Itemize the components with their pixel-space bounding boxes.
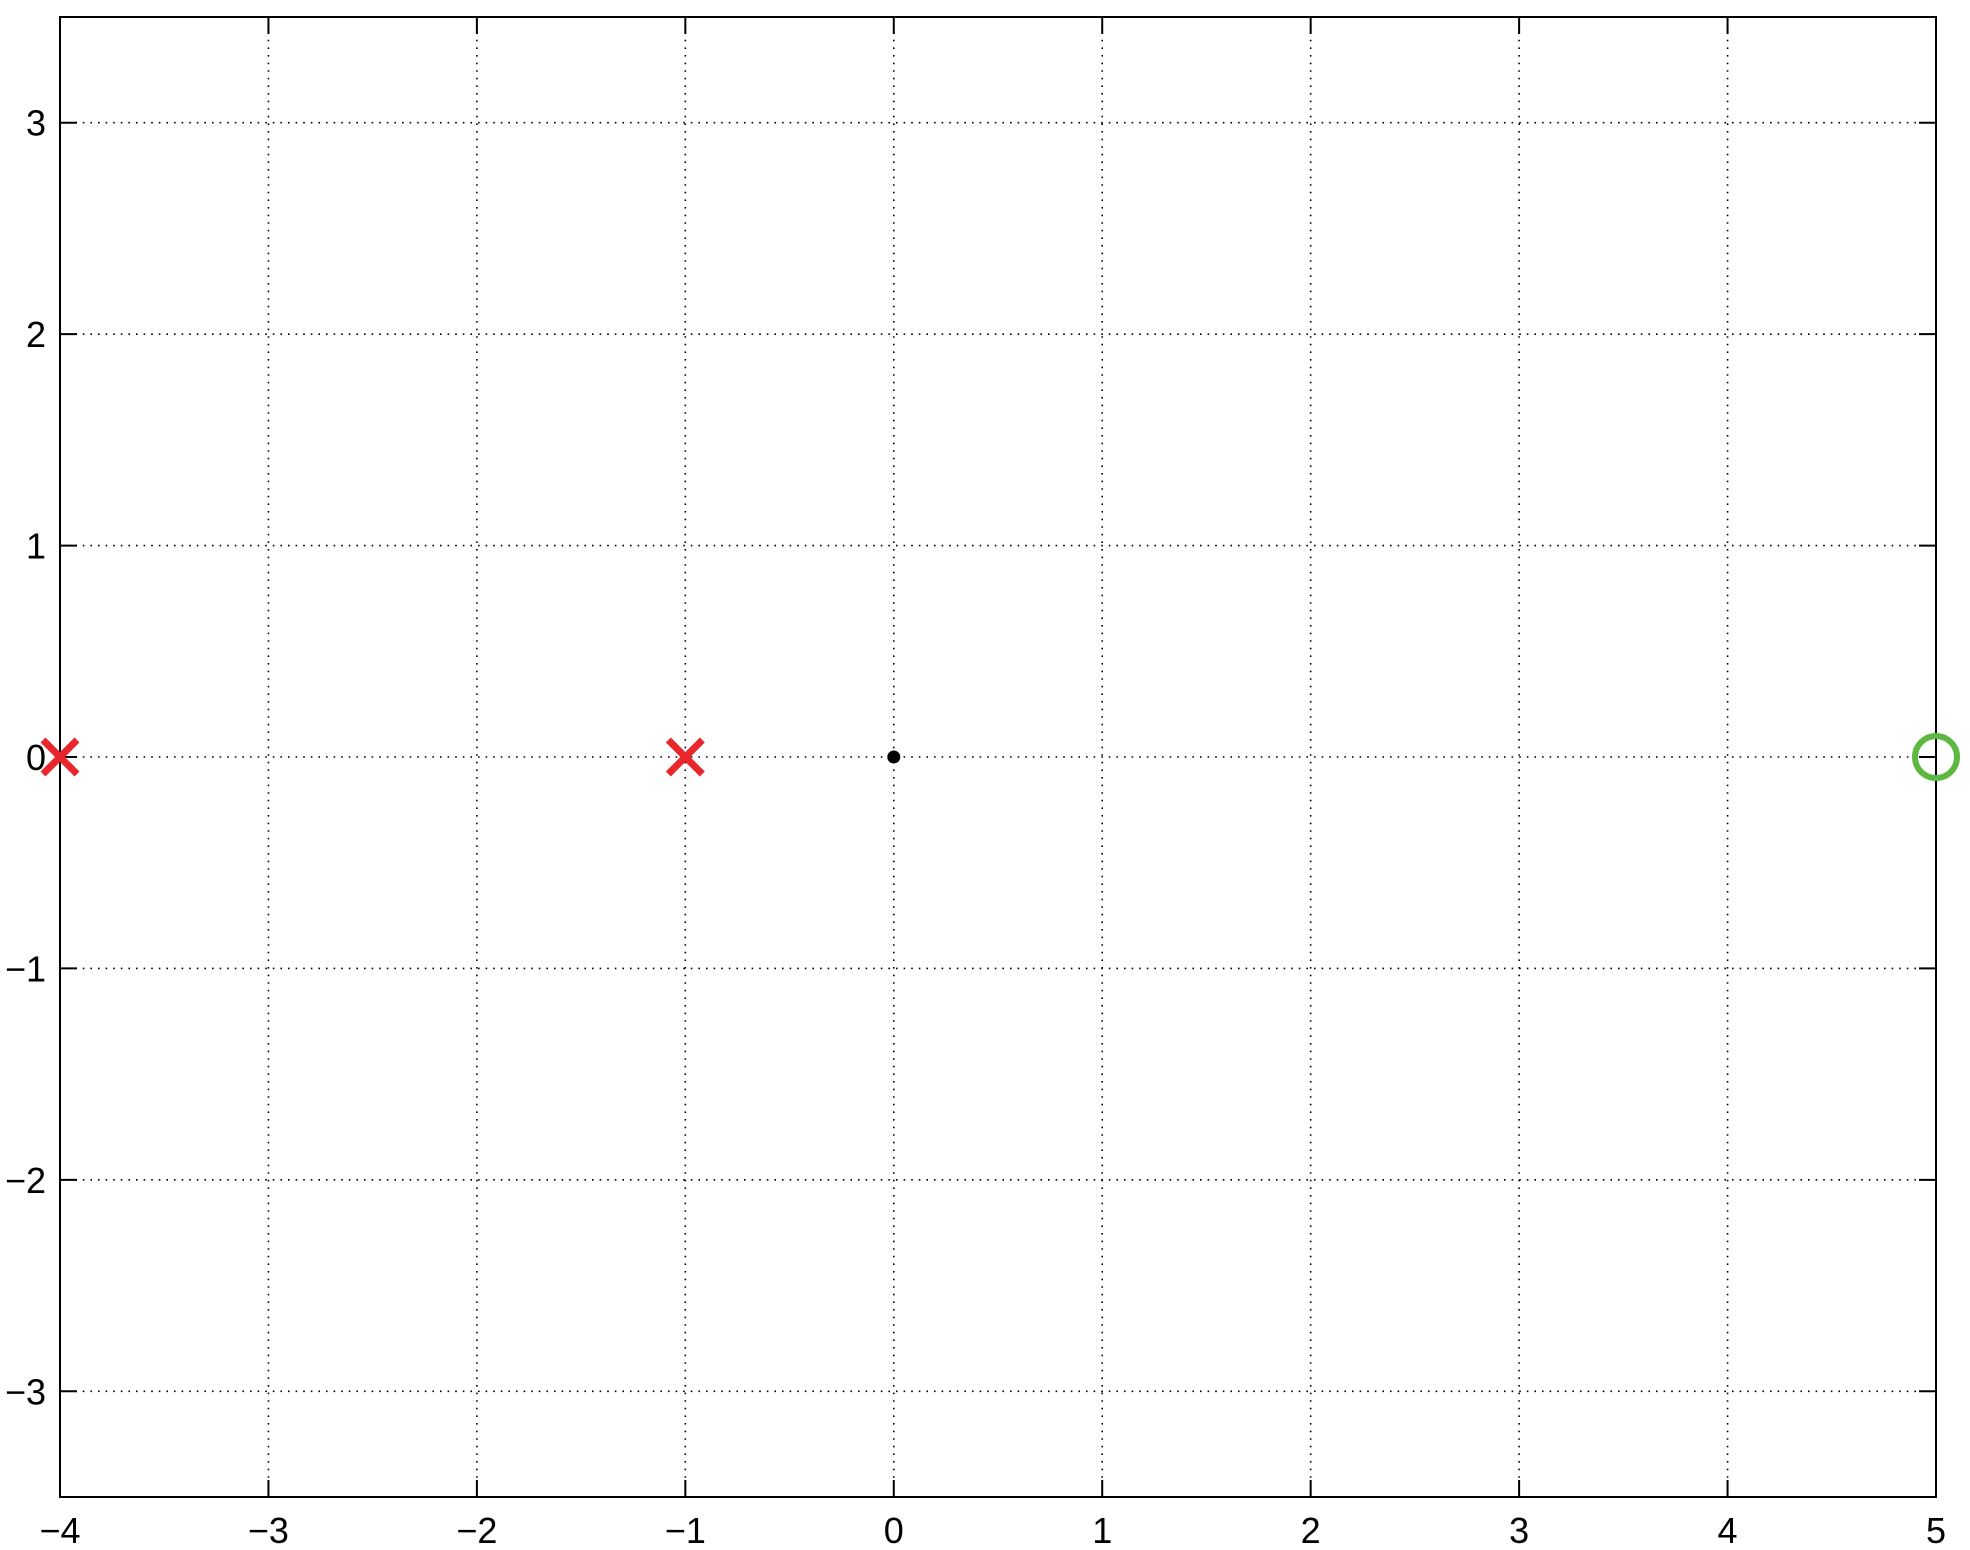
y-tick-label: −3 — [5, 1371, 46, 1412]
y-tick-label: 2 — [26, 314, 46, 355]
x-tick-label: −1 — [665, 1510, 706, 1545]
x-tick-label: 5 — [1926, 1510, 1946, 1545]
data-point-cross-marker — [40, 737, 80, 777]
marks-layer — [40, 733, 1960, 781]
x-tick-label: −4 — [39, 1510, 80, 1545]
x-tick-label: 4 — [1718, 1510, 1738, 1545]
x-tick-label: −2 — [456, 1510, 497, 1545]
data-point-cross-marker — [665, 737, 705, 777]
tick-label-layer: −4 −3 −2 −1 0 1 2 3 4 5 −3 −2 −1 0 1 2 3 — [5, 103, 1946, 1550]
y-tick-label: −2 — [5, 1160, 46, 1201]
y-tick-label: 1 — [26, 526, 46, 567]
y-tick-label: −1 — [5, 948, 46, 989]
x-tick-label: 2 — [1301, 1510, 1321, 1545]
x-tick-label: 1 — [1092, 1510, 1112, 1545]
cross-stroke — [40, 737, 80, 777]
y-tick-label: 0 — [26, 737, 46, 778]
x-tick-label: 0 — [884, 1510, 904, 1545]
data-point-dot-marker — [887, 750, 901, 764]
cross-stroke — [665, 737, 705, 777]
data-point-circle-marker — [1912, 733, 1960, 781]
y-tick-label: 3 — [26, 103, 46, 144]
x-tick-label: 3 — [1509, 1510, 1529, 1545]
x-tick-label: −3 — [248, 1510, 289, 1545]
grid-layer — [60, 17, 1936, 1497]
